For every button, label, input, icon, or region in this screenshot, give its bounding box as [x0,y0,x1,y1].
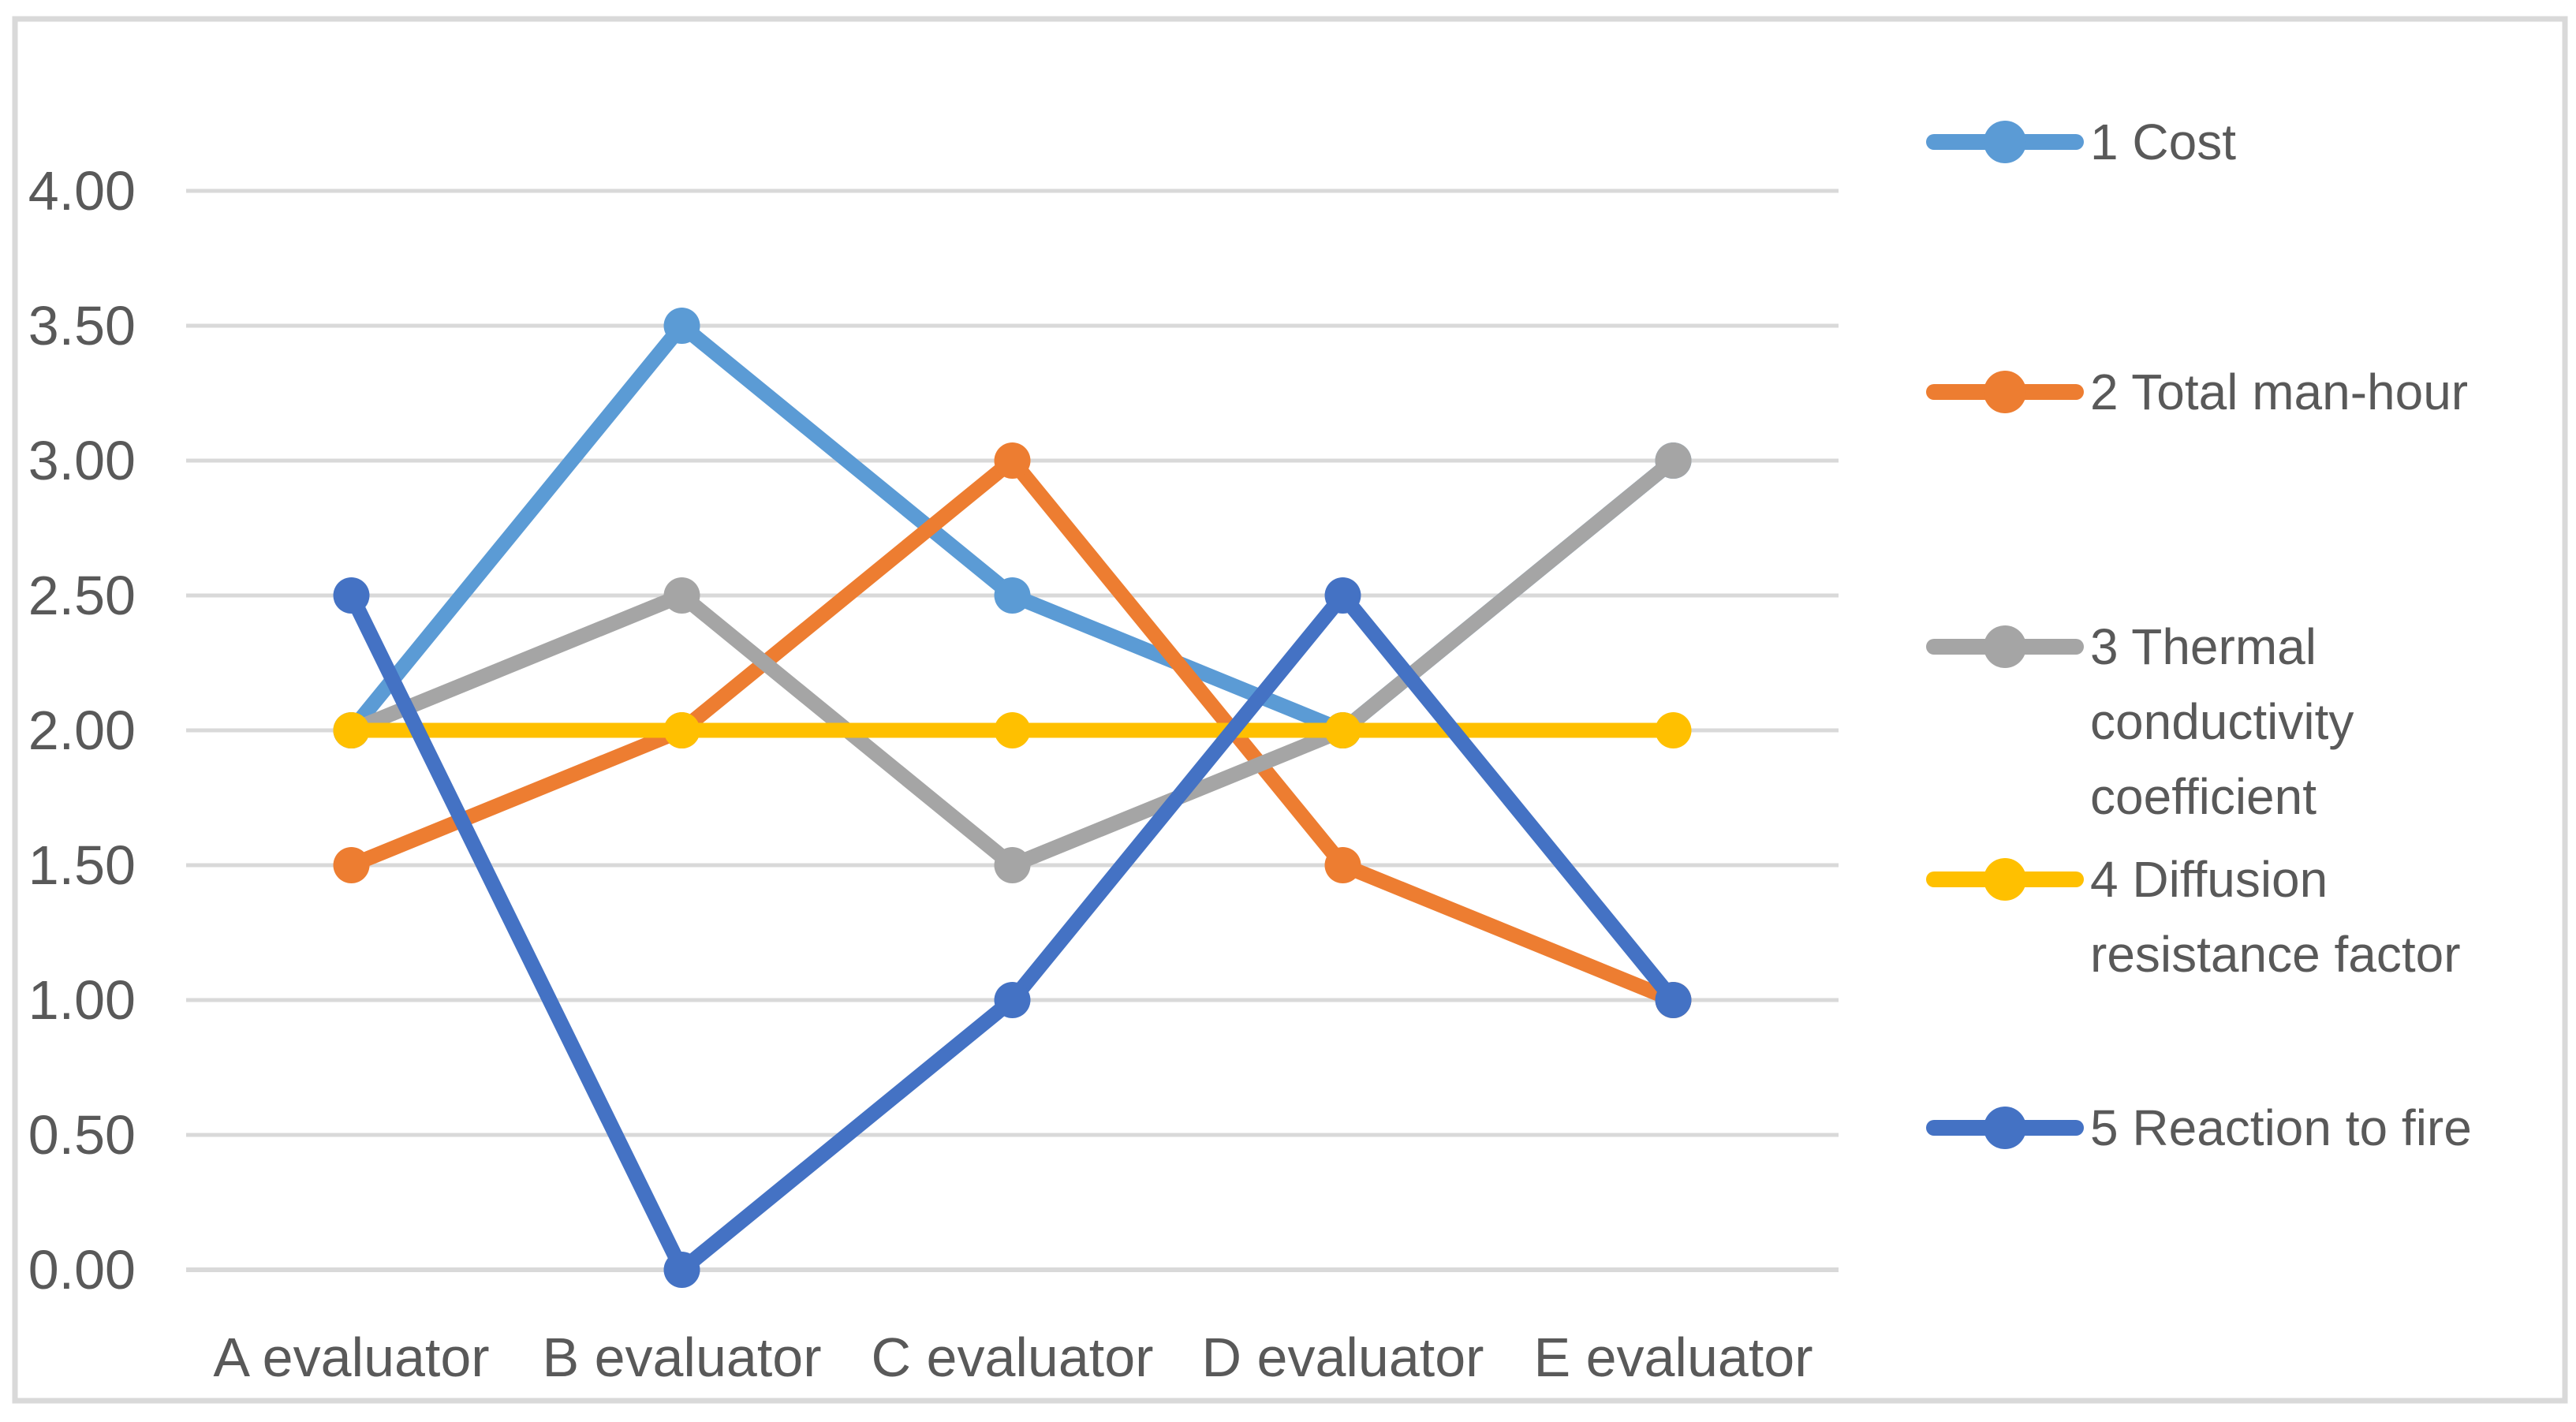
series-1[interactable] [333,308,1692,748]
y-tick-label: 4.00 [28,160,136,222]
data-point-marker[interactable] [994,442,1031,479]
data-point-marker[interactable] [663,577,700,614]
data-point-marker[interactable] [994,982,1031,1018]
series-4[interactable] [333,712,1692,748]
chart-legend: 1 Cost 2 Total man-hour 3 Thermal conducti… [1926,114,2472,1156]
legend-marker-icon [1984,858,2026,901]
y-tick-label: 1.50 [28,834,136,896]
x-category-label: C evaluator [872,1327,1154,1388]
y-tick-label: 1.00 [28,969,136,1031]
data-point-marker[interactable] [663,308,700,344]
y-tick-label: 2.00 [28,700,136,761]
x-axis-category-labels: A evaluator B evaluator C evaluator D evalu… [213,1327,1813,1388]
legend-marker-icon [1984,1107,2026,1149]
data-point-marker[interactable] [1324,847,1361,883]
data-point-marker[interactable] [994,847,1031,883]
data-point-marker[interactable] [663,712,700,748]
y-tick-label: 3.50 [28,295,136,356]
chart-border [12,16,2568,1404]
data-point-marker[interactable] [1655,442,1692,479]
legend-marker-icon [1984,371,2026,413]
data-point-marker[interactable] [1324,577,1361,614]
legend-label: 3 Thermal [2090,618,2317,675]
legend-item-4[interactable]: 4 Diffusion resistance factor [1926,851,2461,983]
series-line[interactable] [344,588,1681,1278]
y-tick-label: 0.00 [28,1239,136,1301]
series-line[interactable] [344,453,1681,873]
data-point-marker[interactable] [994,712,1031,748]
legend-item-5[interactable]: 5 Reaction to fire [1926,1099,2472,1156]
legend-item-2[interactable]: 2 Total man-hour [1926,364,2468,420]
legend-item-1[interactable]: 1 Cost [1926,114,2236,170]
legend-label: 2 Total man-hour [2090,364,2468,420]
y-tick-label: 3.00 [28,430,136,491]
data-point-marker[interactable] [663,1252,700,1288]
x-category-label: A evaluator [213,1327,489,1388]
data-point-marker[interactable] [333,577,370,614]
data-point-marker[interactable] [333,712,370,748]
legend-marker-icon [1984,625,2026,668]
x-category-label: B evaluator [542,1327,821,1388]
data-point-marker[interactable] [333,847,370,883]
legend-label: 1 Cost [2090,114,2236,170]
data-point-marker[interactable] [1655,712,1692,748]
y-tick-label: 2.50 [28,565,136,626]
data-point-marker[interactable] [1655,982,1692,1018]
legend-label: 4 Diffusion [2090,851,2328,908]
x-category-label: D evaluator [1202,1327,1484,1388]
legend-label: resistance factor [2090,926,2461,983]
y-axis-tick-labels: 0.00 0.50 1.00 1.50 2.00 2.50 3.00 3.50 4.00 [28,160,136,1301]
data-point-marker[interactable] [994,577,1031,614]
legend-marker-icon [1984,121,2026,163]
legend-label: 5 Reaction to fire [2090,1099,2472,1156]
x-category-label: E evaluator [1533,1327,1813,1388]
data-point-marker[interactable] [1324,712,1361,748]
legend-label: coefficient [2090,768,2317,825]
y-tick-label: 0.50 [28,1104,136,1166]
legend-item-3[interactable]: 3 Thermal conductivity coefficient [1926,618,2354,825]
legend-label: conductivity [2090,693,2354,750]
series-line[interactable] [344,318,1681,738]
series-5[interactable] [333,577,1692,1288]
